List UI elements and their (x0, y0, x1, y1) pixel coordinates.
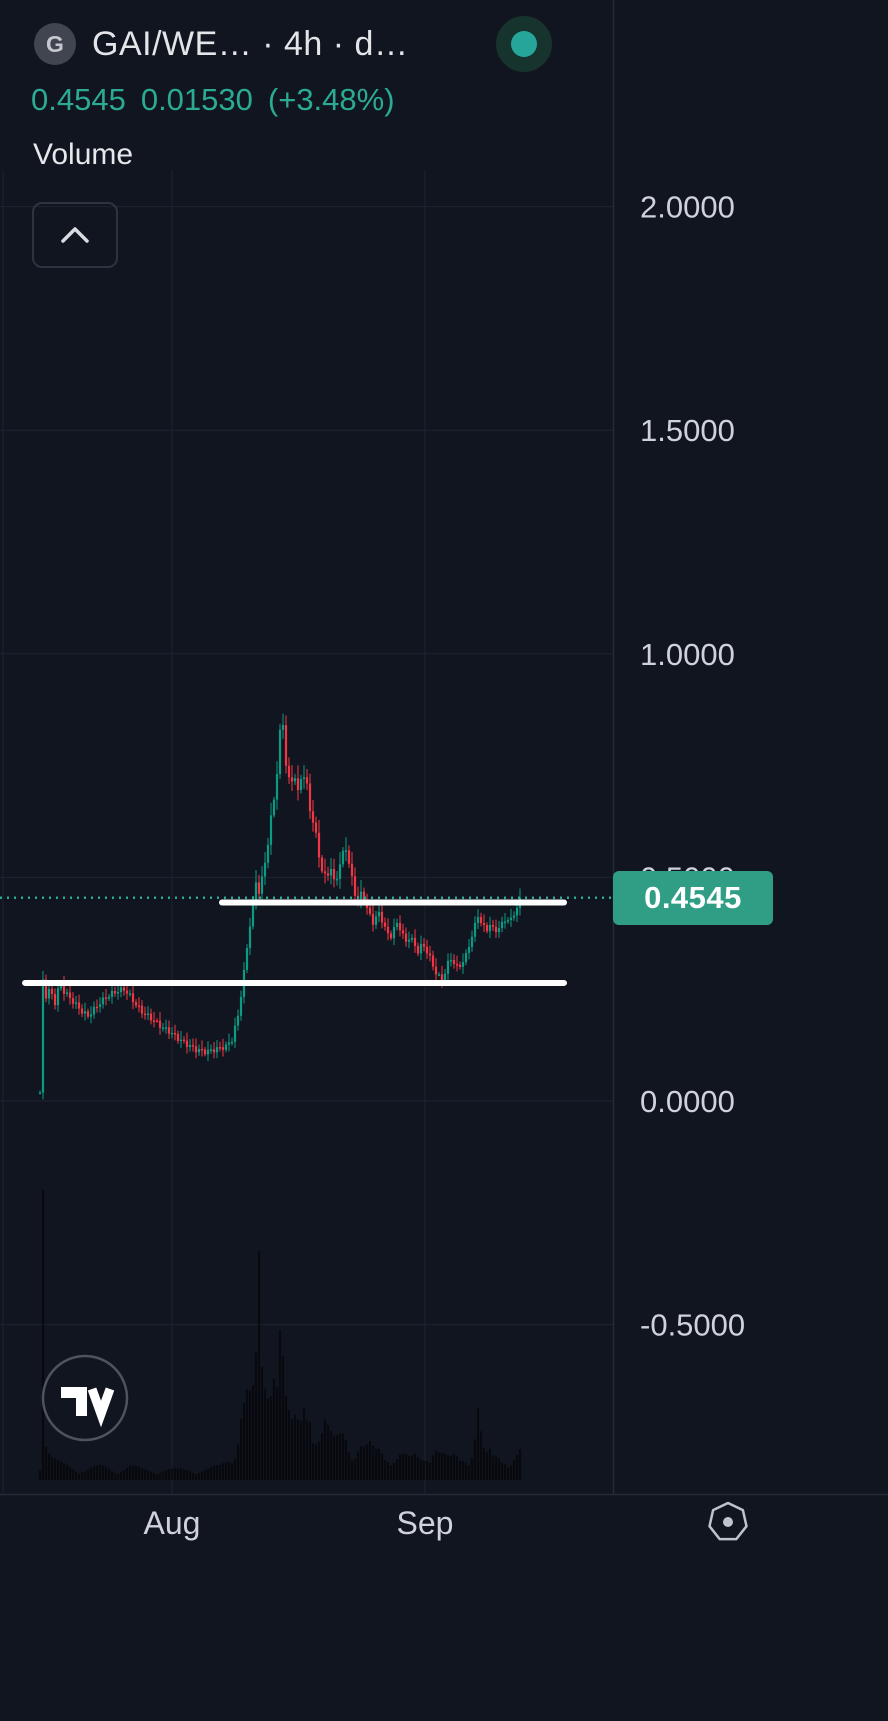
gridlines (0, 170, 613, 1494)
price-scale-label: 1.5000 (640, 413, 735, 448)
settings-icon[interactable] (702, 1496, 754, 1548)
gear-hexagon-icon (708, 1501, 748, 1541)
last-price-label: 0.4545 (613, 871, 773, 925)
candlesticks (38, 713, 522, 1100)
price-scale-label: -0.5000 (640, 1308, 745, 1343)
time-axis-label: Sep (397, 1505, 454, 1541)
price-scale-label: 0.0000 (640, 1084, 735, 1119)
volume-bars (38, 1190, 522, 1480)
collapse-pane-button[interactable] (32, 202, 118, 268)
price-scale-label: 2.0000 (640, 190, 735, 225)
chevron-up-icon (61, 227, 89, 243)
tradingview-logo-icon (41, 1354, 129, 1442)
time-axis-label: Aug (144, 1505, 201, 1541)
time-axis-labels[interactable]: Aug Sep (144, 1505, 454, 1541)
price-scale-label: 1.0000 (640, 637, 735, 672)
tradingview-logo[interactable] (41, 1354, 129, 1442)
